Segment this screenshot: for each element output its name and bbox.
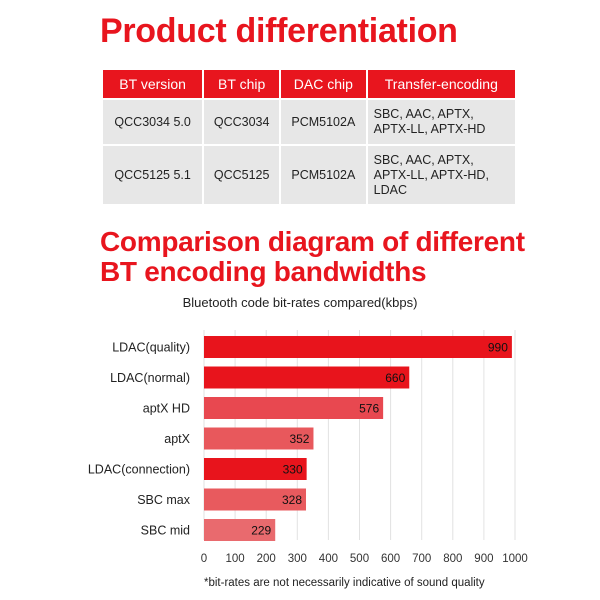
category-label: SBC max (137, 493, 191, 507)
header-bt-chip: BT chip (204, 70, 280, 98)
table-row: QCC5125 5.1 QCC5125 PCM5102A SBC, AAC, A… (103, 146, 515, 204)
x-tick-label: 700 (412, 553, 431, 565)
category-label: LDAC(normal) (110, 371, 190, 385)
x-tick-label: 200 (257, 553, 276, 565)
x-tick-label: 100 (226, 553, 245, 565)
comparison-heading-line-1: Comparison diagram of different (100, 226, 525, 257)
bar-value-label: 330 (283, 463, 303, 477)
bar (204, 397, 384, 419)
chart-title: Bluetooth code bit-rates compared(kbps) (183, 295, 418, 310)
cell-bt-chip: QCC3034 (204, 100, 280, 144)
bar (204, 458, 307, 480)
bar (204, 488, 307, 511)
header-bt-version: BT version (103, 70, 203, 98)
cell-bt-version: QCC3034 5.0 (103, 100, 203, 144)
cell-dac-chip: PCM5102A (281, 100, 366, 144)
category-label: aptX (164, 432, 190, 446)
bar-value-label: 328 (282, 493, 302, 507)
chart-footnote: *bit-rates are not necessarily indicativ… (204, 577, 485, 589)
bitrate-bar-chart: Bluetooth code bit-rates compared(kbps) … (88, 295, 528, 589)
chart-bars: LDAC(quality) 990 LDAC(normal) 660 aptX HD 57… (88, 336, 512, 541)
chart-grid (203, 330, 516, 540)
bar-value-label: 990 (488, 341, 508, 355)
bar-value-label: 352 (289, 432, 309, 446)
encoding-line: LDAC (373, 182, 407, 197)
x-tick-label: 400 (319, 553, 338, 565)
x-tick-label: 0 (201, 553, 207, 565)
comparison-heading-line-2: BT encoding bandwidths (100, 256, 427, 287)
category-label: SBC mid (141, 524, 190, 538)
cell-transfer-encoding: SBC, AAC, APTX, APTX-LL, APTX-HD (367, 100, 515, 144)
category-label: LDAC(connection) (88, 463, 190, 477)
header-dac-chip: DAC chip (281, 70, 366, 98)
encoding-line: SBC, AAC, APTX, (373, 107, 474, 121)
header-transfer-encoding: Transfer-encoding (367, 70, 515, 98)
cell-bt-chip: QCC5125 (204, 146, 280, 204)
encoding-line: APTX-LL, APTX-HD (373, 122, 486, 136)
table-row: QCC3034 5.0 QCC3034 PCM5102A SBC, AAC, A… (103, 100, 515, 144)
cell-bt-version: QCC5125 5.1 (103, 146, 203, 204)
table-header-row: BT version BT chip DAC chip Transfer-enc… (103, 70, 515, 98)
bar-value-label: 660 (385, 371, 405, 385)
encoding-line: SBC, AAC, APTX, (373, 152, 474, 167)
cell-transfer-encoding: SBC, AAC, APTX, APTX-LL, APTX-HD, LDAC (367, 146, 515, 204)
x-tick-label: 500 (350, 553, 369, 565)
cell-dac-chip: PCM5102A (281, 146, 366, 204)
bar (204, 427, 314, 450)
x-tick-label: 900 (474, 553, 493, 565)
x-tick-label: 600 (381, 553, 400, 565)
bar (204, 366, 410, 389)
category-label: LDAC(quality) (112, 341, 190, 355)
x-axis-ticks: 0 100 200 300 400 500 600 700 800 900 1000 (201, 553, 528, 565)
encoding-line: APTX-LL, APTX-HD, (373, 167, 489, 182)
bar-value-label: 576 (359, 402, 379, 416)
product-spec-table: BT version BT chip DAC chip Transfer-enc… (101, 68, 517, 206)
category-label: aptX HD (143, 402, 190, 416)
bar (204, 336, 512, 358)
x-tick-label: 300 (288, 553, 307, 565)
x-tick-label: 800 (443, 553, 462, 565)
product-differentiation-heading: Product differentiation (100, 12, 458, 50)
bar-value-label: 229 (251, 524, 271, 538)
x-tick-label: 1000 (502, 553, 528, 565)
bar (204, 519, 276, 541)
